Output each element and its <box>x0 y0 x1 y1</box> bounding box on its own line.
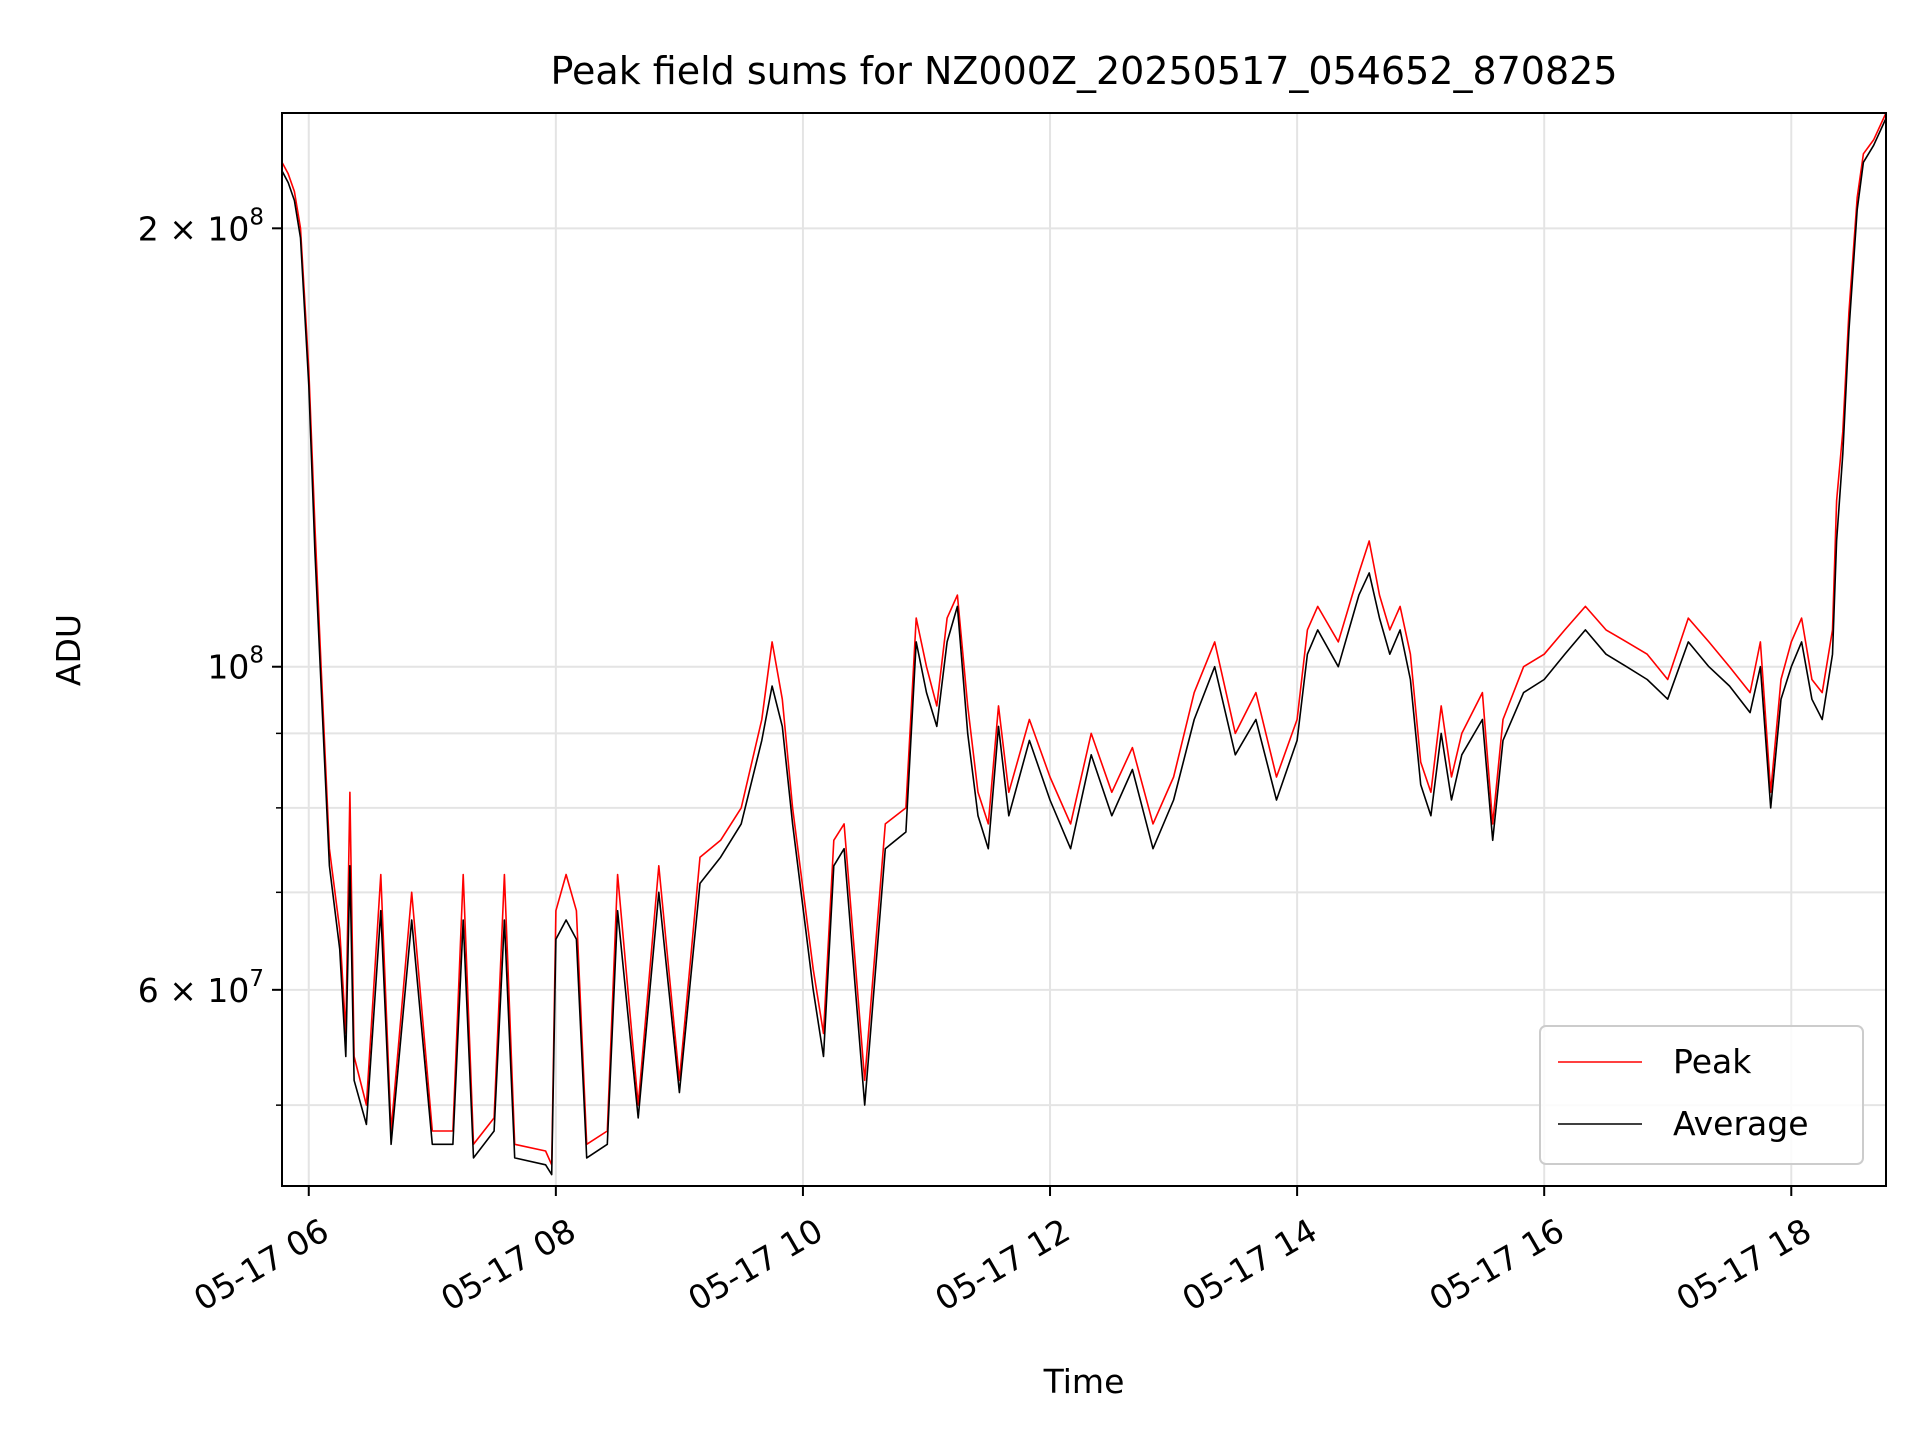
series-line-average <box>281 117 1887 1176</box>
x-axis-label: Time <box>1043 1362 1125 1401</box>
grid <box>282 113 1886 1186</box>
legend-label-average: Average <box>1673 1104 1809 1143</box>
plot-lines <box>281 112 1887 1176</box>
y-tick-label-exponent: 8 <box>249 204 264 230</box>
plot-frame <box>281 112 1887 1187</box>
y-tick-label: 6 × 107 <box>138 966 264 1010</box>
legend-box <box>1539 1025 1864 1165</box>
y-tick-label-base: 6 × 10 <box>138 971 250 1010</box>
legend: Peak Average <box>1539 1025 1864 1165</box>
y-tick-label-base: 2 × 10 <box>138 209 250 248</box>
legend-label-peak: Peak <box>1673 1042 1752 1081</box>
y-axis-label: ADU <box>49 614 88 686</box>
y-tick-label-exponent: 8 <box>249 643 264 669</box>
y-tick-label: 108 <box>207 643 264 687</box>
y-tick-label-exponent: 7 <box>249 966 264 992</box>
y-tick-label-base: 10 <box>207 648 249 687</box>
series-line-peak <box>281 112 1887 1166</box>
chart-title: Peak field sums for NZ000Z_20250517_0546… <box>550 49 1617 93</box>
y-tick-label: 2 × 108 <box>138 204 264 248</box>
